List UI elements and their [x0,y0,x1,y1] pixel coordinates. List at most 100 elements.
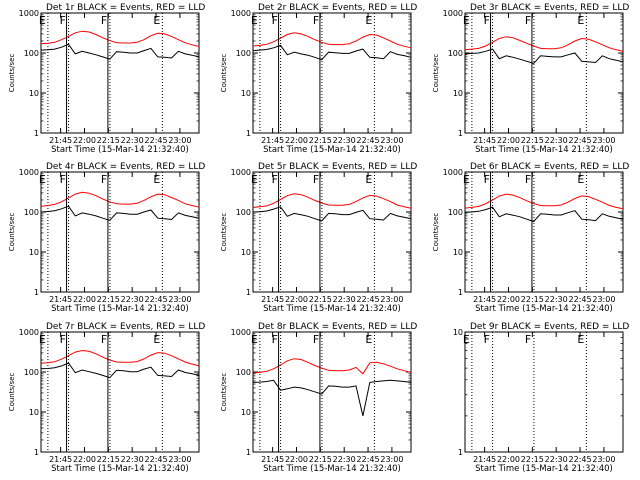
x-tick-label: 22:45 [145,136,168,145]
panel-title: Det 2r BLACK = Events, RED = LLD [258,3,417,13]
y-tick-label: 100 [236,49,251,58]
y-tick-label: 10 [241,89,251,98]
x-axis-label: Start Time (15-Mar-14 21:32:40) [51,145,189,155]
event-marker-label: F [101,333,107,346]
event-marker-label: F [272,173,278,186]
series-lld-line [252,193,412,209]
x-tick-label: 22:45 [569,136,592,145]
chart-panel-7: Det 7r BLACK = Events, RED = LLD 1 10 100 10… [8,322,205,474]
y-tick-label: 1 [34,288,39,297]
x-tick-label: 22:45 [145,455,168,464]
chart-panel-9: Det 9r BLACK = Events, RED = LLD 1 10 21:45… [453,322,630,474]
y-tick-label: 1 [34,129,39,138]
event-marker-label: F [272,14,278,27]
y-tick-label: 1 [246,448,251,457]
plot-frame [464,12,624,134]
y-tick-label: 10 [29,89,39,98]
y-tick-label: 1 [34,448,39,457]
chart-panel-2: Det 2r BLACK = Events, RED = LLD 1 10 100 10… [220,3,417,155]
x-axis-label: Start Time (15-Mar-14 21:32:40) [475,464,613,474]
y-tick-label: 100 [236,368,251,377]
series-events-line [40,362,200,379]
series-events-line [40,205,200,221]
x-axis-label: Start Time (15-Mar-14 21:32:40) [263,145,401,155]
x-axis-label: Start Time (15-Mar-14 21:32:40) [51,304,189,314]
y-tick-label: 10 [29,248,39,257]
y-axis-label: Counts/sec [220,373,228,412]
event-marker-label: F [101,14,107,27]
y-tick-label: 100 [24,208,39,217]
x-tick-label: 23:00 [380,136,403,145]
series-lld-line [464,193,624,210]
event-marker-label: E [463,14,470,27]
x-tick-label: 22:00 [497,136,520,145]
panel-title: Det 7r BLACK = Events, RED = LLD [46,322,205,332]
event-marker-label: F [484,333,490,346]
y-tick-label: 10 [29,408,39,417]
x-axis-label: Start Time (15-Mar-14 21:32:40) [475,145,613,155]
event-marker-label: F [272,333,278,346]
x-tick-label: 22:30 [545,136,568,145]
x-tick-label: 22:30 [545,295,568,304]
event-marker-label: E [39,333,46,346]
x-tick-label: 21:45 [473,295,496,304]
series-lld-line [252,358,412,375]
y-axis-label: Counts/sec [220,213,228,252]
event-marker-label: F [60,333,66,346]
y-tick-label: 10 [241,408,251,417]
series-events-line [252,44,412,61]
x-tick-label: 22:45 [357,455,380,464]
series-events-line [252,206,412,222]
event-marker-label: E [577,14,584,27]
plot-frame [252,171,412,293]
event-marker-label: E [365,173,372,186]
y-axis-label: Counts/sec [432,213,440,252]
x-tick-label: 22:15 [309,136,332,145]
event-marker-label: E [153,333,160,346]
x-tick-label: 23:00 [380,455,403,464]
x-tick-label: 23:00 [168,295,191,304]
y-tick-label: 100 [236,208,251,217]
x-axis-label: Start Time (15-Mar-14 21:32:40) [475,304,613,314]
x-tick-label: 22:15 [521,136,544,145]
y-tick-label: 1000 [19,9,39,18]
event-marker-label: E [577,173,584,186]
y-tick-label: 10 [453,89,463,98]
plot-frame [464,331,624,453]
x-tick-label: 22:30 [545,455,568,464]
plot-frame [464,171,624,293]
x-tick-label: 22:45 [145,295,168,304]
y-tick-label: 1000 [231,9,251,18]
plot-frame [252,12,412,134]
event-marker-label: F [484,173,490,186]
x-tick-label: 21:45 [49,295,72,304]
panel-title: Det 6r BLACK = Events, RED = LLD [470,162,629,172]
event-marker-label: E [365,333,372,346]
event-marker-label: E [463,173,470,186]
plot-frame [40,12,200,134]
event-marker-label: F [60,14,66,27]
x-tick-label: 23:00 [380,295,403,304]
x-tick-label: 22:00 [73,455,96,464]
event-marker-label: E [153,173,160,186]
x-tick-label: 22:45 [569,295,592,304]
series-events-line [464,48,624,64]
chart-panel-4: Det 4r BLACK = Events, RED = LLD 1 10 100 10… [8,162,205,314]
y-tick-label: 1 [458,288,463,297]
event-marker-label: E [251,173,258,186]
event-marker-label: E [39,14,46,27]
y-tick-label: 1000 [231,168,251,177]
y-axis-label: Counts/sec [8,373,16,412]
y-tick-label: 100 [448,208,463,217]
x-tick-label: 22:30 [333,455,356,464]
x-tick-label: 23:00 [592,455,615,464]
x-tick-label: 22:30 [333,295,356,304]
y-tick-label: 100 [24,49,39,58]
chart-panel-5: Det 5r BLACK = Events, RED = LLD 1 10 100 10… [220,162,417,314]
x-tick-label: 22:15 [97,136,120,145]
x-tick-label: 21:45 [261,455,284,464]
y-axis-label: Counts/sec [432,54,440,93]
chart-panel-6: Det 6r BLACK = Events, RED = LLD 1 10 100 10… [432,162,629,314]
panel-title: Det 9r BLACK = Events, RED = LLD [470,322,629,332]
